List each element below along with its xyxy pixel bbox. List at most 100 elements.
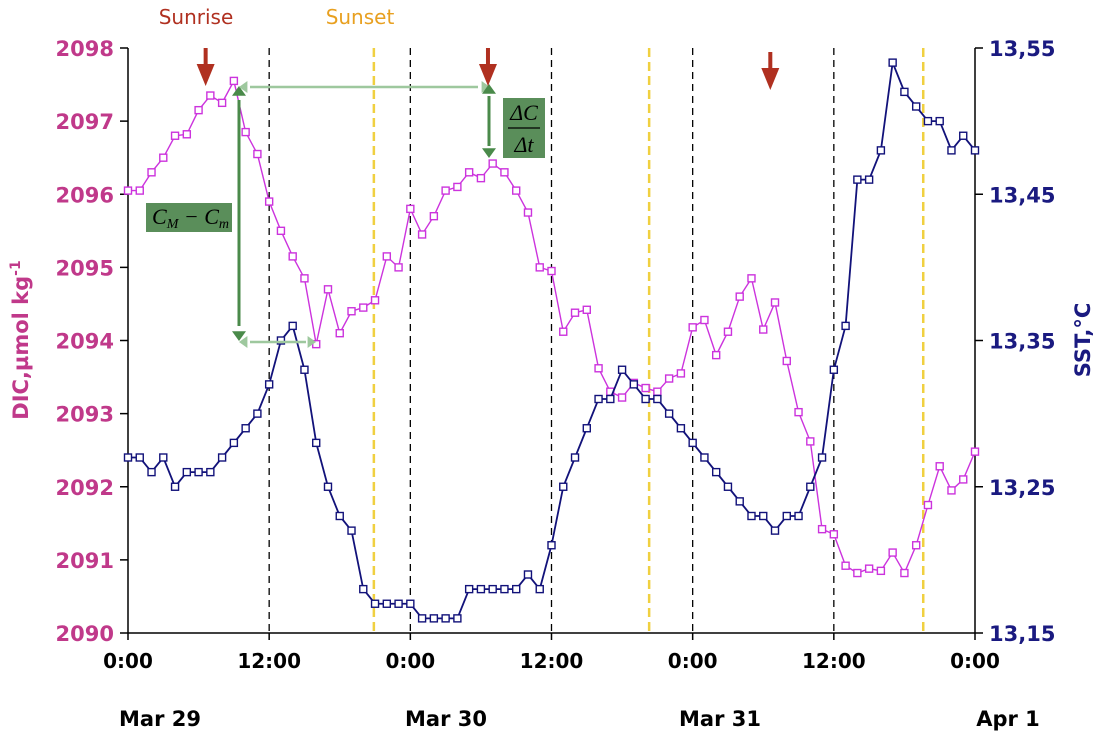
sst-point	[206, 467, 215, 477]
sunrise-arrows	[196, 48, 780, 90]
left-tick-label: 2090	[56, 622, 114, 646]
sst-point	[606, 394, 615, 404]
sst-point	[582, 424, 591, 433]
dic-point	[594, 364, 603, 373]
sst-point	[135, 453, 144, 462]
dic-point	[123, 186, 133, 195]
right-axis-title: SST,°C	[1071, 303, 1095, 378]
dic-point	[417, 230, 427, 239]
sst-point	[159, 453, 168, 462]
sst-point	[323, 482, 333, 491]
dic-point	[770, 298, 780, 307]
sst-point	[747, 511, 756, 521]
dic-point	[817, 524, 827, 534]
sst-point	[841, 321, 850, 331]
dic-point	[370, 296, 380, 305]
date-labels: Mar 29 Mar 30 Mar 31 Apr 1	[119, 707, 1040, 731]
sst-point	[417, 614, 427, 623]
max-guide-head-right	[481, 81, 490, 93]
dic-point	[970, 447, 980, 456]
sst-point	[464, 584, 474, 594]
sst-point	[394, 599, 403, 608]
date-label: Mar 31	[679, 707, 761, 731]
right-tick-label: 13,15	[989, 622, 1055, 646]
min-guide-head-right	[307, 336, 316, 348]
sst-point	[335, 511, 344, 521]
sst-point	[429, 614, 439, 623]
sst-point	[312, 438, 321, 448]
dic-point	[759, 325, 768, 334]
dic-point	[135, 186, 144, 195]
sst-point	[182, 467, 192, 477]
dic-point	[864, 564, 874, 573]
dic-point	[747, 274, 756, 283]
dic-point	[335, 328, 344, 338]
dic-point	[700, 315, 709, 325]
sst-point	[770, 526, 780, 535]
min-guide-head-left	[239, 336, 248, 348]
sst-point	[876, 146, 886, 155]
sst-point	[817, 453, 827, 462]
sst-point	[970, 146, 980, 155]
dic-point	[794, 407, 803, 417]
sst-point	[382, 599, 392, 608]
sst-point	[276, 336, 286, 345]
left-tick-label: 2097	[56, 110, 114, 134]
sst-point	[900, 87, 909, 97]
sst-point	[947, 146, 956, 155]
dic-point	[441, 186, 450, 195]
dic-point	[723, 327, 733, 336]
left-axis-title: DIC,µmol kg-1	[8, 260, 33, 419]
sst-point	[653, 394, 662, 404]
sst-point	[229, 438, 239, 448]
rate-arrow-head-top	[482, 84, 496, 94]
sst-point	[829, 365, 839, 374]
sst-point	[453, 614, 462, 623]
dic-point	[935, 462, 944, 471]
dic-point	[323, 285, 333, 294]
sst-point	[194, 467, 203, 477]
sst-point	[123, 453, 133, 462]
sst-point	[617, 365, 627, 374]
sst-point	[923, 116, 933, 126]
annotation-arrows	[232, 81, 496, 348]
sst-point	[594, 394, 603, 404]
dic-point	[653, 387, 662, 396]
dic-point	[147, 168, 156, 177]
sst-point	[700, 453, 709, 462]
right-tick-label: 13,55	[989, 37, 1055, 61]
dic-point	[735, 292, 744, 301]
x-tick-label: 0:00	[103, 649, 153, 673]
sst-point	[253, 409, 262, 418]
rate-numerator: ΔC	[509, 100, 538, 125]
sst-point	[476, 584, 486, 594]
sst-point	[547, 541, 556, 550]
rate-arrow-head-bottom	[482, 148, 496, 158]
dic-point	[406, 204, 415, 214]
sst-point	[535, 584, 544, 594]
dic-point	[217, 98, 227, 108]
dic-point	[288, 252, 297, 261]
left-tick-label: 2092	[56, 476, 114, 500]
sst-point	[641, 394, 650, 404]
dic-point	[523, 208, 533, 217]
sunrise-arrow-head	[196, 64, 215, 86]
sst-point	[806, 482, 815, 491]
dic-point	[911, 541, 921, 550]
annotations: CM − Cm ΔC Δt	[146, 98, 545, 232]
dic-point	[347, 307, 356, 316]
dic-point	[711, 350, 721, 360]
x-tick-label: 12:00	[520, 649, 584, 673]
sst-point	[629, 380, 639, 389]
dic-point	[888, 548, 897, 557]
sst-point	[664, 409, 674, 418]
sst-point	[735, 497, 744, 506]
dic-point	[488, 159, 497, 168]
sst-point	[370, 599, 380, 608]
dic-point	[241, 127, 250, 137]
sst-point	[864, 175, 874, 184]
sst-point	[512, 584, 521, 594]
date-label: Apr 1	[976, 707, 1040, 731]
dic-point	[229, 76, 239, 86]
